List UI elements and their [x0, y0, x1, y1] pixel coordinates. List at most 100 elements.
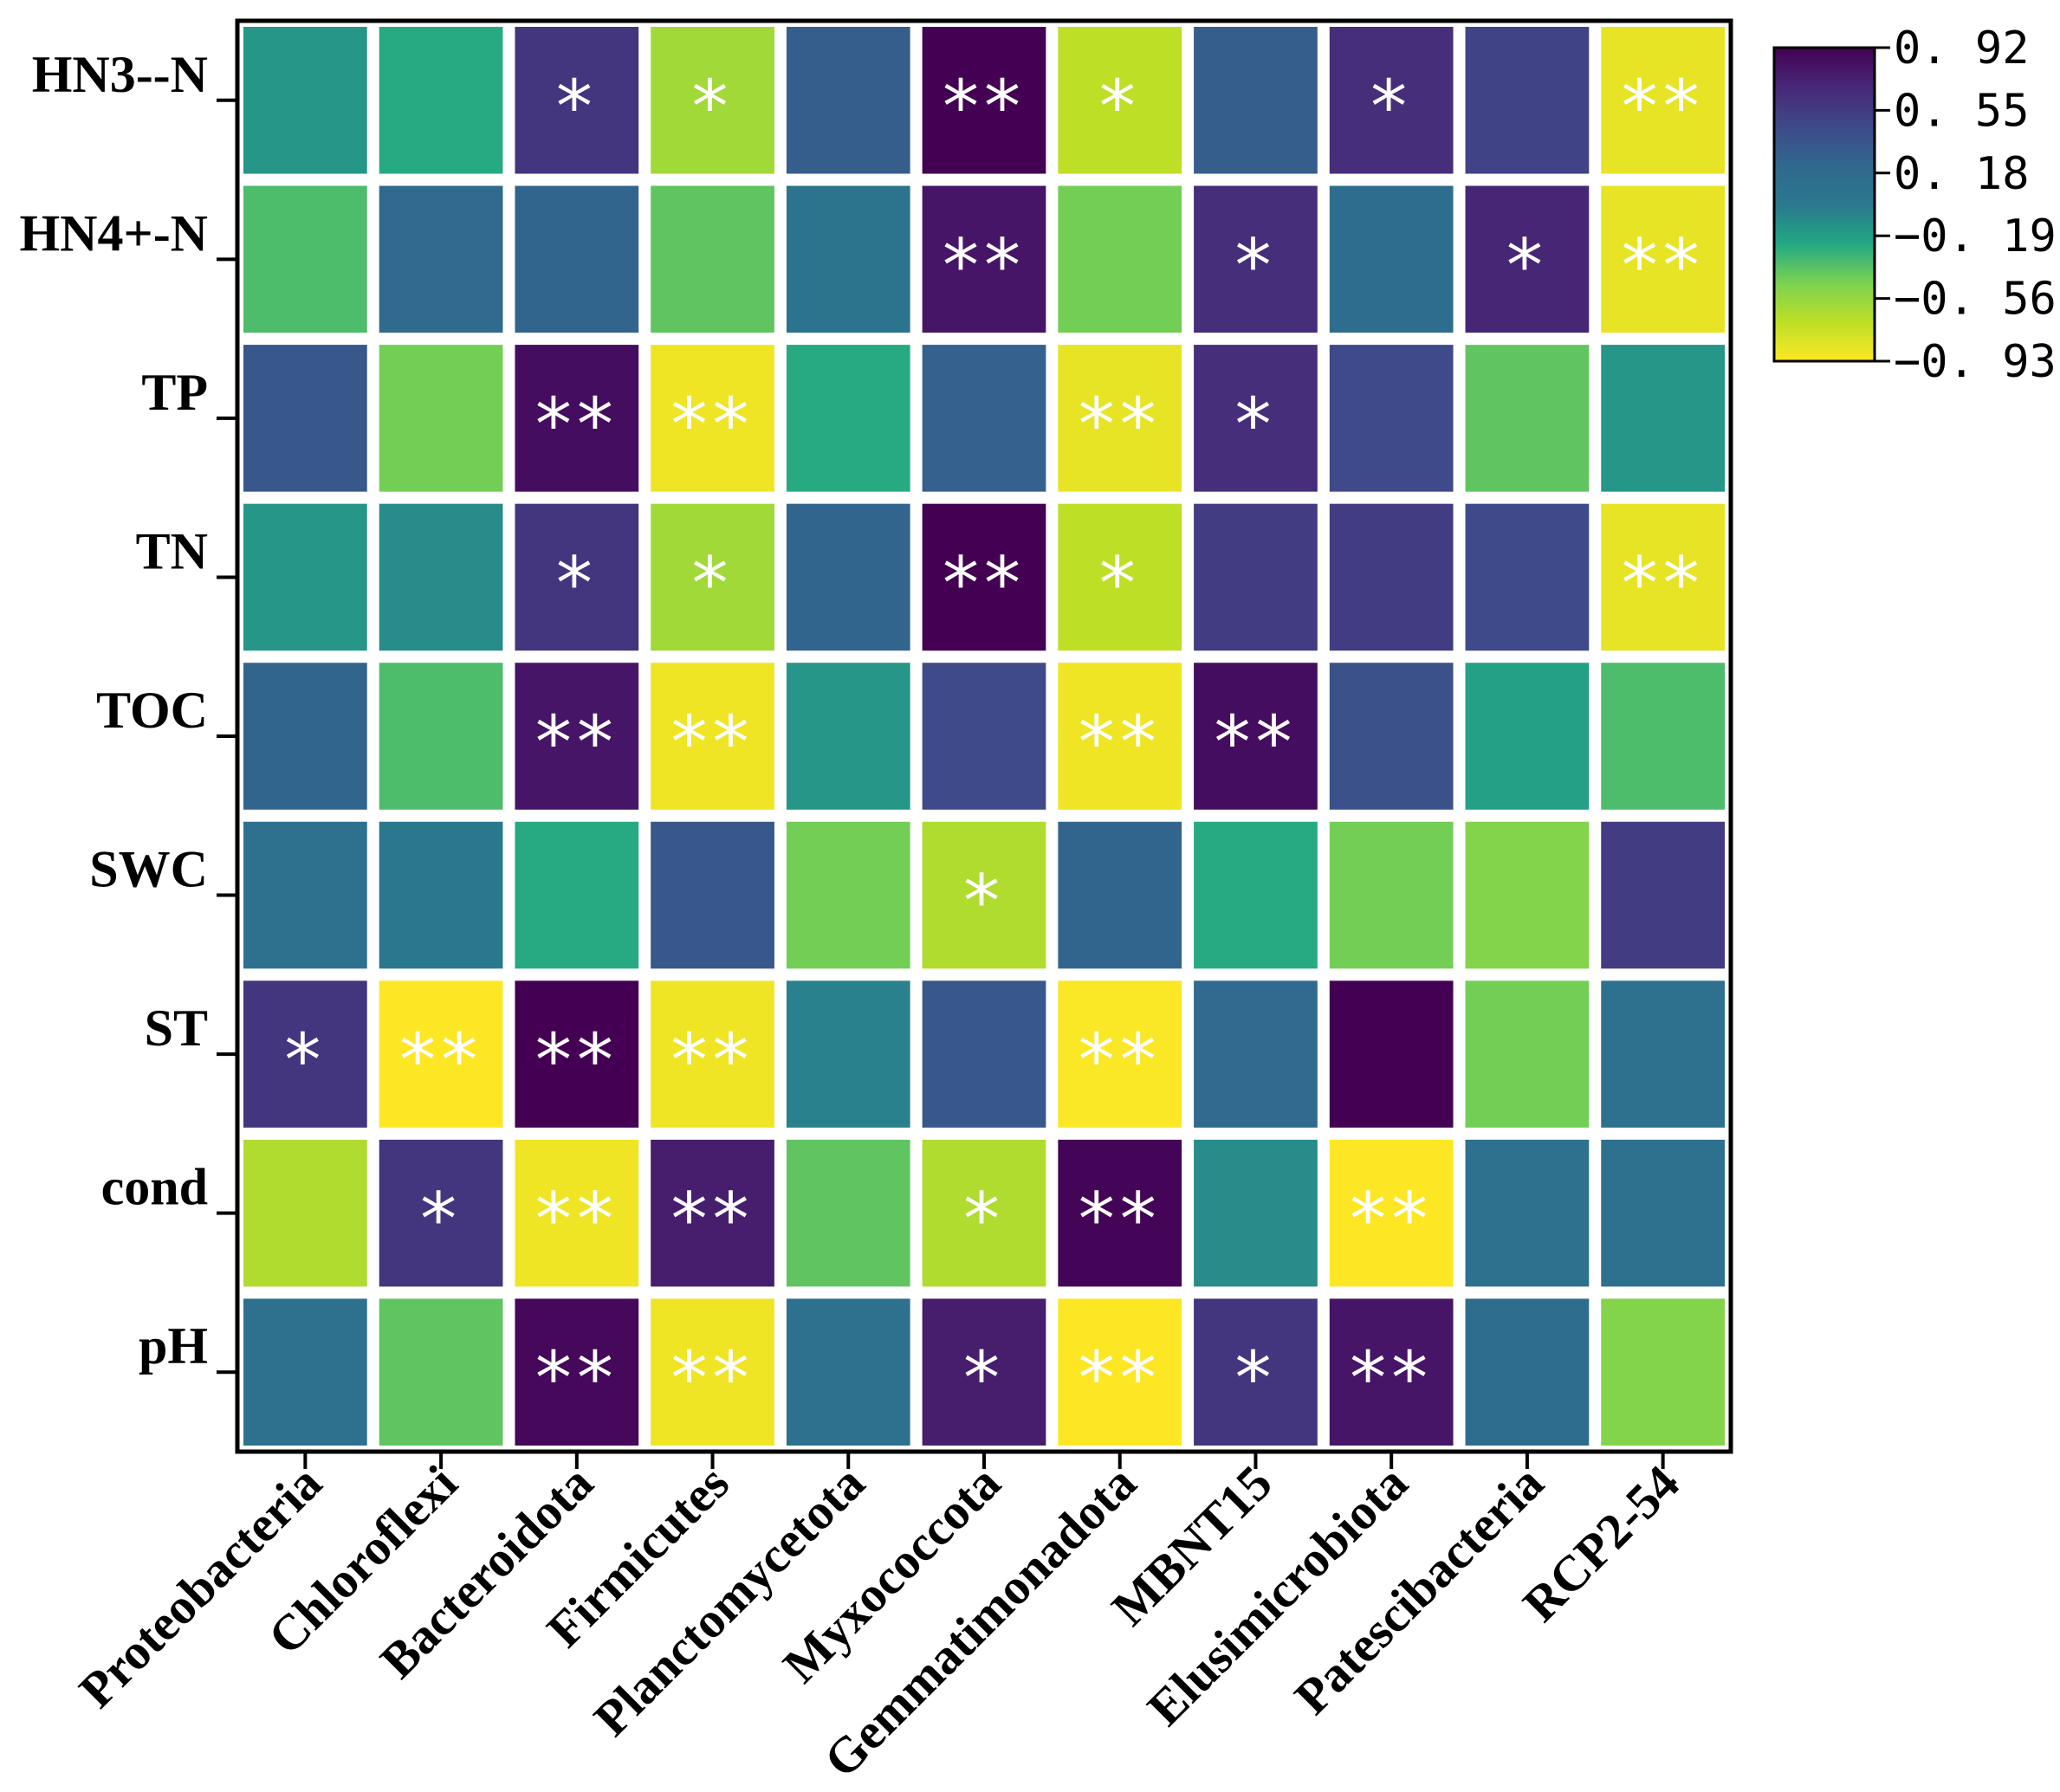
heatmap-cell — [243, 503, 367, 651]
heatmap-cell — [786, 27, 910, 174]
heatmap-cell — [379, 1139, 503, 1287]
heatmap-cell — [243, 821, 367, 969]
heatmap-cell — [243, 1139, 367, 1287]
heatmap-cell — [1601, 1298, 1725, 1446]
colorbar-tick-label: −0. 19 — [1894, 210, 2057, 262]
heatmap-cell — [1058, 1139, 1182, 1287]
significance-mark: ** — [535, 700, 619, 785]
heatmap-cell — [922, 185, 1046, 333]
colorbar-tick-label: 0. 18 — [1894, 148, 2030, 200]
significance-mark: * — [556, 64, 598, 149]
heatmap-cells: * * ** * * **** * * **** ** ** ** * ** * **** ** ** **** **… — [243, 27, 1725, 1446]
colorbar-tick-label: 0. 55 — [1894, 85, 2030, 137]
significance-mark: ** — [671, 1018, 755, 1103]
heatmap-cell — [1058, 821, 1182, 969]
significance-mark: ** — [535, 382, 619, 467]
heatmap-cell — [515, 1298, 639, 1446]
significance-mark: ** — [1622, 64, 1705, 149]
significance-mark: * — [692, 64, 734, 149]
significance-mark: ** — [399, 1018, 483, 1103]
heatmap-cell — [651, 980, 774, 1128]
heatmap-cell — [922, 1139, 1046, 1287]
heatmap-cell — [1058, 503, 1182, 651]
row-label: ST — [145, 1000, 208, 1057]
heatmap-cell — [1194, 1139, 1318, 1287]
significance-mark: ** — [1350, 1336, 1433, 1420]
heatmap-cell — [379, 663, 503, 810]
heatmap-cell — [1194, 185, 1318, 333]
heatmap-cell — [1058, 1298, 1182, 1446]
heatmap-cell — [1465, 185, 1590, 333]
heatmap-cell — [651, 1298, 774, 1446]
heatmap-cell — [515, 821, 639, 969]
heatmap-cell — [651, 345, 774, 492]
colorbar-tick-label: −0. 56 — [1894, 274, 2057, 326]
heatmap-cell — [1465, 821, 1590, 969]
colorbar-tick-label: 0. 92 — [1894, 23, 2030, 74]
heatmap-cell — [379, 821, 503, 969]
heatmap-cell — [243, 1298, 367, 1446]
heatmap-cell — [515, 345, 639, 492]
heatmap-cell — [922, 345, 1046, 492]
heatmap-cell — [1601, 185, 1725, 333]
row-label: pH — [139, 1317, 208, 1375]
heatmap-cell — [651, 503, 774, 651]
significance-mark: ** — [943, 64, 1026, 149]
row-labels: HN3--N HN4+-N TP TN TOC SWC ST cond pH — [20, 46, 237, 1375]
row-label: HN3--N — [32, 46, 208, 103]
heatmap-cell — [1194, 663, 1318, 810]
heatmap-cell — [1601, 821, 1725, 969]
significance-mark: * — [1099, 540, 1141, 625]
heatmap-cell — [651, 185, 774, 333]
heatmap-cell — [922, 503, 1046, 651]
heatmap-cell — [1194, 1298, 1318, 1446]
significance-mark: * — [1234, 1336, 1276, 1420]
significance-mark: * — [963, 859, 1005, 944]
heatmap-cell — [922, 1298, 1046, 1446]
heatmap-cell — [1058, 345, 1182, 492]
significance-mark: ** — [1622, 223, 1705, 307]
heatmap-cell — [1601, 663, 1725, 810]
significance-mark: * — [420, 1177, 462, 1262]
row-label: TN — [136, 522, 208, 579]
heatmap-cell — [1329, 27, 1454, 174]
significance-mark: ** — [1622, 540, 1705, 625]
heatmap-cell — [379, 185, 503, 333]
heatmap-cell — [1465, 1298, 1590, 1446]
significance-mark: * — [692, 540, 734, 625]
heatmap-cell — [1465, 503, 1590, 651]
heatmap-cell — [1329, 980, 1454, 1128]
colorbar-gradient — [1772, 46, 1876, 363]
heatmap-cell — [651, 663, 774, 810]
significance-mark: ** — [671, 382, 755, 467]
heatmap-cell — [651, 1139, 774, 1287]
row-label: TOC — [96, 682, 208, 739]
significance-mark: ** — [943, 540, 1026, 625]
significance-mark: * — [1234, 223, 1276, 307]
heatmap-cell — [1329, 185, 1454, 333]
heatmap-cell — [515, 663, 639, 810]
heatmap-cell — [786, 663, 910, 810]
heatmap-cell — [1194, 503, 1318, 651]
heatmap-cell — [1058, 27, 1182, 174]
heatmap-cell — [1058, 980, 1182, 1128]
significance-mark: * — [1506, 223, 1548, 307]
heatmap-cell — [651, 27, 774, 174]
significance-mark: * — [963, 1177, 1005, 1262]
significance-mark: ** — [1214, 700, 1297, 785]
significance-mark: ** — [1079, 382, 1162, 467]
heatmap-cell — [922, 980, 1046, 1128]
heatmap-cell — [1601, 1139, 1725, 1287]
heatmap-cell — [651, 821, 774, 969]
heatmap-cell — [1465, 345, 1590, 492]
heatmap-cell — [1465, 27, 1590, 174]
heatmap-cell — [1194, 980, 1318, 1128]
heatmap-cell — [243, 980, 367, 1128]
heatmap-cell — [515, 503, 639, 651]
significance-mark: ** — [535, 1177, 619, 1262]
heatmap-cell — [922, 821, 1046, 969]
significance-mark: * — [963, 1336, 1005, 1420]
significance-mark: ** — [1079, 1177, 1162, 1262]
heatmap-cell — [515, 980, 639, 1128]
heatmap-cell — [1329, 345, 1454, 492]
